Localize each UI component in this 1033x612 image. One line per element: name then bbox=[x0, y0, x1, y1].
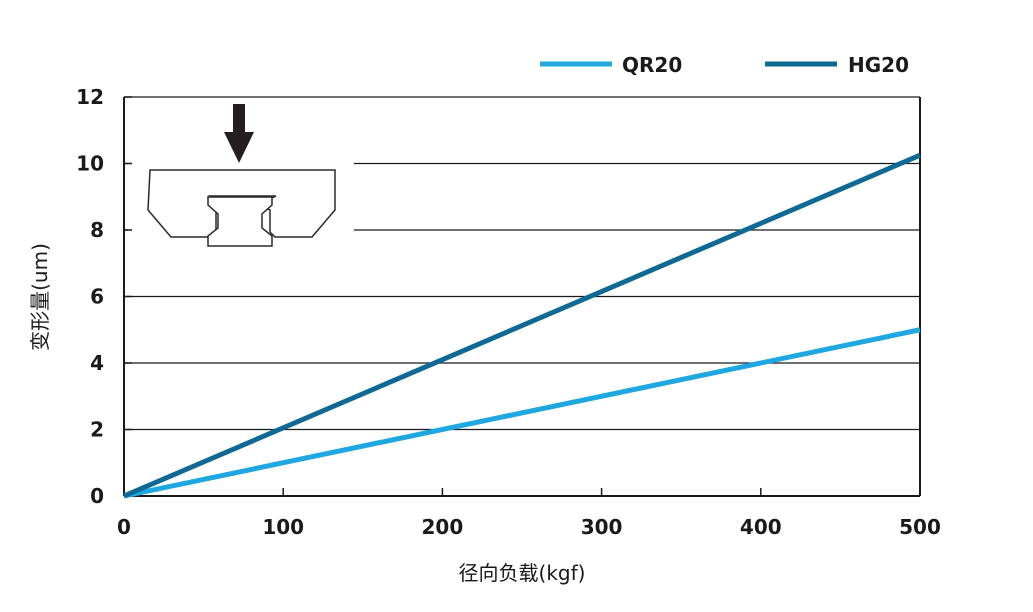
legend-label-hg20: HG20 bbox=[848, 53, 909, 77]
down-arrow-icon bbox=[224, 104, 254, 163]
y-axis-title: 变形量(um) bbox=[28, 243, 52, 351]
y-tick-label-4: 4 bbox=[90, 351, 104, 375]
rail-profile bbox=[207, 196, 273, 247]
tick-labels: 0 100 200 300 400 500 0 2 4 6 8 10 12 bbox=[76, 85, 941, 539]
axes bbox=[123, 96, 921, 497]
series-line-qr20 bbox=[123, 327, 921, 499]
series-line-hg20 bbox=[123, 152, 921, 499]
rail-inset bbox=[128, 100, 354, 260]
x-tick-label-400: 400 bbox=[740, 515, 782, 539]
x-tick-label-0: 0 bbox=[117, 515, 131, 539]
y-tick-label-12: 12 bbox=[76, 85, 104, 109]
y-tick-label-0: 0 bbox=[90, 484, 104, 508]
y-tick-label-6: 6 bbox=[90, 285, 104, 309]
legend: QR20 HG20 bbox=[540, 53, 909, 77]
y-tick-label-8: 8 bbox=[90, 218, 104, 242]
y-tick-label-10: 10 bbox=[76, 152, 104, 176]
x-tick-label-500: 500 bbox=[899, 515, 941, 539]
x-tick-label-200: 200 bbox=[422, 515, 464, 539]
legend-label-qr20: QR20 bbox=[622, 53, 682, 77]
x-axis-title: 径向负载(kgf) bbox=[459, 561, 586, 585]
x-tick-label-100: 100 bbox=[262, 515, 304, 539]
x-tick-label-300: 300 bbox=[581, 515, 623, 539]
series bbox=[123, 152, 921, 499]
y-tick-label-2: 2 bbox=[90, 418, 104, 442]
